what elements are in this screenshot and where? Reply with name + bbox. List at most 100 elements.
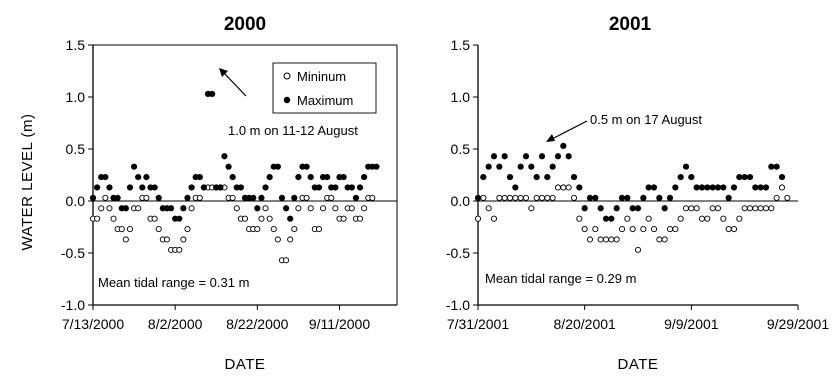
data-point-maximum <box>501 153 508 160</box>
data-point-maximum <box>303 163 310 170</box>
data-point-maximum <box>139 184 146 191</box>
data-point-maximum <box>672 184 679 191</box>
data-point-minimum <box>613 236 620 243</box>
data-point-maximum <box>155 194 162 201</box>
y-tick-label: 1.0 <box>451 89 471 105</box>
data-point-maximum <box>592 194 599 201</box>
data-point-maximum <box>698 184 706 191</box>
data-point-minimum <box>757 205 764 212</box>
data-point-maximum <box>570 173 578 181</box>
data-point-maximum <box>295 173 302 181</box>
data-point-minimum <box>94 215 101 222</box>
data-point-maximum <box>258 194 265 201</box>
annotation-arrow-line-2001 <box>549 120 588 141</box>
data-point-minimum <box>270 226 277 233</box>
data-point-minimum <box>752 205 759 212</box>
data-points-2000 <box>89 90 380 264</box>
data-point-maximum <box>757 184 764 191</box>
data-point-maximum <box>106 184 113 191</box>
data-point-maximum <box>122 205 129 212</box>
data-point-maximum <box>490 153 498 160</box>
data-point-minimum <box>608 236 615 243</box>
data-point-minimum <box>143 194 150 201</box>
data-point-minimum <box>666 226 674 233</box>
data-point-minimum <box>287 236 294 243</box>
data-point-maximum <box>361 173 368 181</box>
y-tick-labels-2000: 1.5 1.0 0.5 0.0 -0.5 -1.0 <box>61 37 85 313</box>
data-point-maximum <box>522 153 530 160</box>
x-axis-label-2001: DATE <box>618 356 659 373</box>
data-point-maximum <box>640 194 647 201</box>
data-point-maximum <box>130 163 138 170</box>
legend-box <box>272 62 377 114</box>
data-point-maximum <box>586 194 594 201</box>
data-point-maximum <box>533 173 540 181</box>
x-axis-label-2000: DATE <box>225 356 266 373</box>
axis-ticks-2000 <box>88 44 340 310</box>
data-point-minimum <box>163 236 170 243</box>
data-point-maximum <box>94 184 101 191</box>
data-point-minimum <box>106 205 113 212</box>
data-point-maximum <box>126 184 134 191</box>
x-tick-label: 9/9/2001 <box>664 316 719 332</box>
data-point-maximum <box>237 184 244 191</box>
data-point-minimum <box>283 257 290 264</box>
data-point-minimum <box>714 205 722 212</box>
data-point-minimum <box>517 194 524 201</box>
data-point-maximum <box>666 194 674 201</box>
data-point-minimum <box>196 194 203 201</box>
data-point-maximum <box>576 184 583 191</box>
data-point-maximum <box>340 173 347 181</box>
legend-label-maximum: Maximum <box>297 93 353 108</box>
data-point-maximum <box>773 163 780 170</box>
data-point-minimum <box>629 226 636 233</box>
data-point-maximum <box>348 184 355 191</box>
y-tick-label: -1.0 <box>61 297 85 313</box>
data-point-minimum <box>597 236 604 243</box>
data-point-minimum <box>656 236 663 243</box>
data-point-maximum <box>704 184 711 191</box>
data-point-minimum <box>650 226 658 233</box>
data-point-minimum <box>151 215 158 222</box>
data-point-maximum <box>688 173 695 181</box>
data-point-maximum <box>196 173 203 181</box>
data-point-maximum <box>549 163 556 170</box>
data-point-minimum <box>570 194 578 201</box>
data-point-maximum <box>217 184 224 191</box>
data-point-minimum <box>709 205 716 212</box>
data-point-minimum <box>501 194 508 201</box>
data-point-maximum <box>282 205 290 212</box>
mean-tidal-range-2001: Mean tidal range = 0.29 m <box>485 271 636 286</box>
data-point-minimum <box>266 215 273 222</box>
data-point-minimum <box>262 205 269 212</box>
data-point-maximum <box>752 184 759 191</box>
data-point-maximum <box>188 184 195 191</box>
x-tick-label: 8/22/2000 <box>226 316 288 332</box>
x-tick-label: 8/2/2000 <box>148 316 203 332</box>
data-point-minimum <box>480 194 487 201</box>
data-point-maximum <box>135 173 142 181</box>
data-point-minimum <box>725 226 732 233</box>
data-point-minimum <box>241 215 249 222</box>
data-point-minimum <box>369 194 376 201</box>
data-point-maximum <box>581 205 588 212</box>
x-tick-labels-2001: 7/31/2001 8/20/2001 9/9/2001 9/29/2001 <box>447 316 829 332</box>
data-point-minimum <box>122 236 129 243</box>
data-point-minimum <box>624 215 631 222</box>
data-point-minimum <box>773 194 780 201</box>
data-point-maximum <box>180 205 187 212</box>
data-point-minimum <box>274 236 281 243</box>
data-point-maximum <box>262 184 269 191</box>
data-point-maximum <box>736 173 743 181</box>
legend: Mininum Maximum <box>272 62 377 114</box>
data-point-minimum <box>348 205 355 212</box>
legend-marker-minimum <box>283 72 291 80</box>
data-point-minimum <box>677 215 684 222</box>
x-tick-label: 9/29/2001 <box>767 316 829 332</box>
data-point-maximum <box>184 194 191 201</box>
data-point-minimum <box>762 205 770 212</box>
legend-marker-maximum <box>283 96 291 104</box>
y-tick-label: -1.0 <box>446 297 470 313</box>
data-point-maximum <box>474 194 482 201</box>
data-point-maximum <box>480 173 487 181</box>
